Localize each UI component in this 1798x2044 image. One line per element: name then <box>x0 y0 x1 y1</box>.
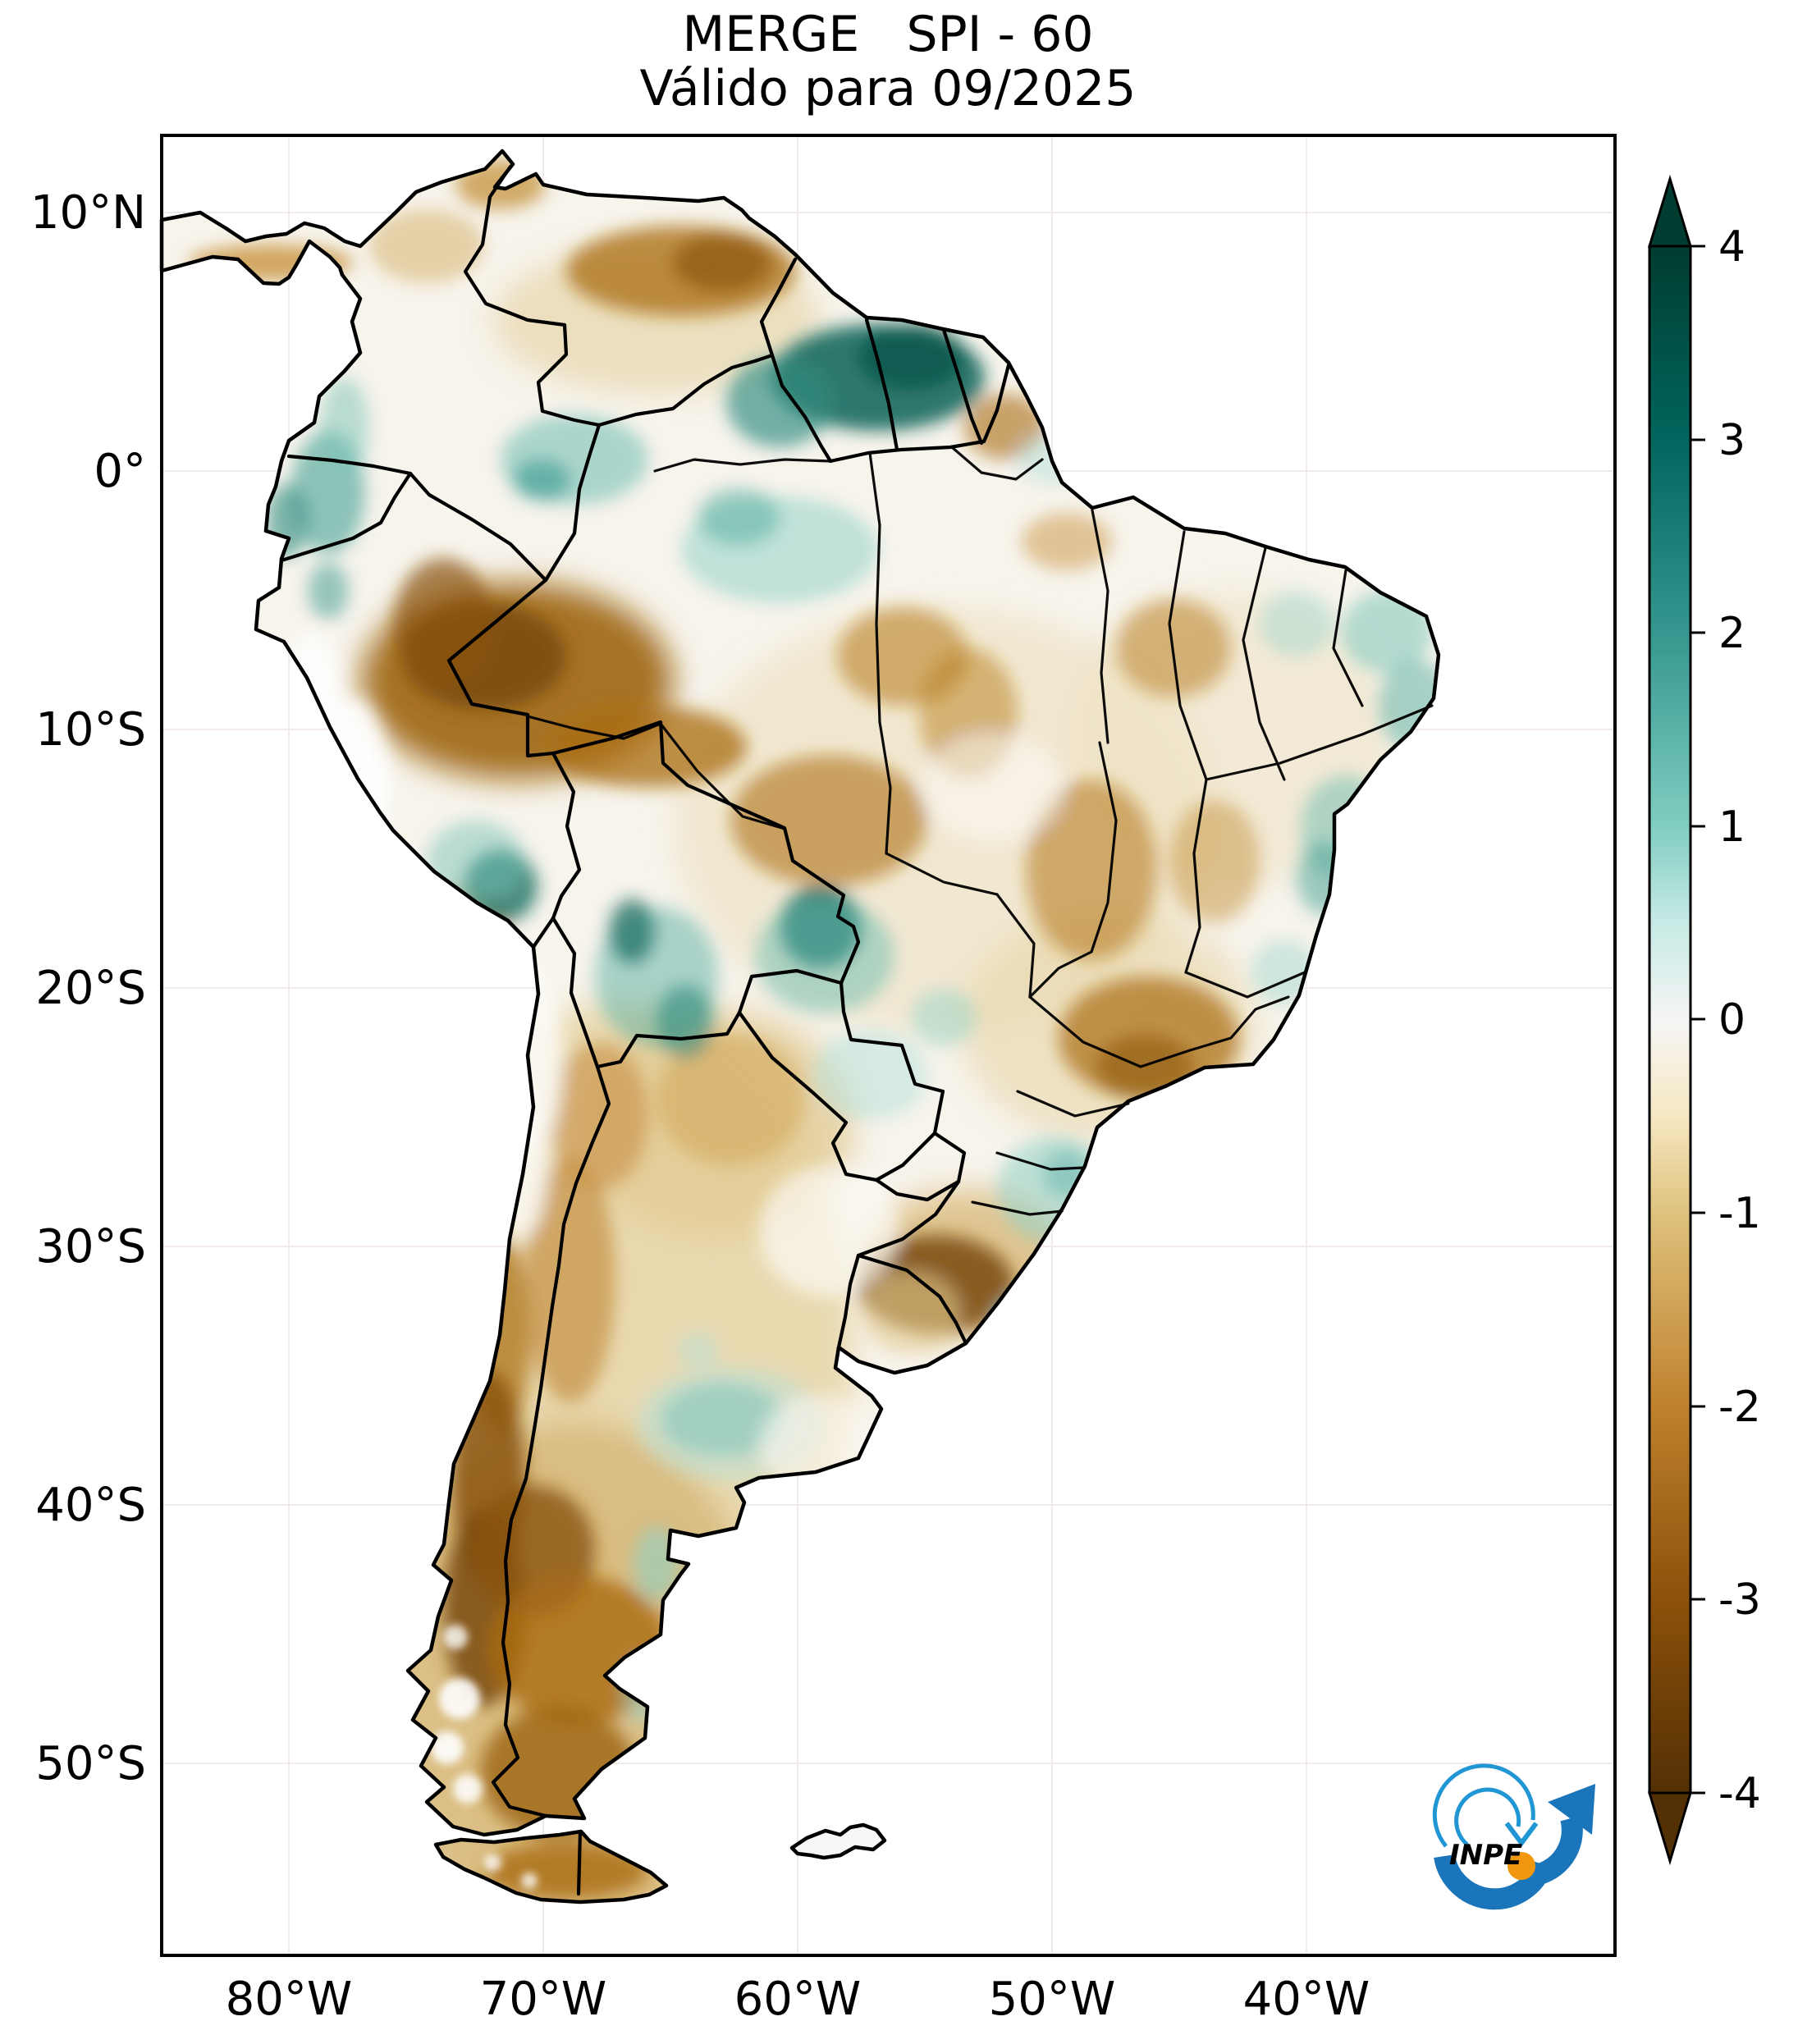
map-frame <box>160 134 1617 1957</box>
inpe-arrowhead-icon <box>1548 1784 1595 1835</box>
lon-tick-label: 70°W <box>480 1973 607 2026</box>
inpe-arrow-tail-icon <box>1535 1815 1583 1885</box>
colorbar-ticks <box>1690 245 1705 1795</box>
colorbar-tick-label: -2 <box>1718 1383 1761 1432</box>
colorbar-tick-label: 3 <box>1718 416 1745 465</box>
lon-tick-label: 50°W <box>989 1973 1116 2026</box>
colorbar: 4 3 2 1 0 -1 -2 -3 -4 <box>1647 174 1761 1866</box>
inpe-logo: INPE <box>1432 1763 1595 1910</box>
colorbar-tick-label: 2 <box>1718 609 1745 658</box>
colorbar-tick-label: 0 <box>1718 995 1745 1045</box>
country-borders <box>279 164 1011 1896</box>
colorbar-tick-label: -1 <box>1718 1189 1761 1238</box>
lat-tick-label: 50°S <box>35 1737 146 1790</box>
title-line1: MERGE SPI - 60 <box>682 6 1093 63</box>
brazil-state-borders <box>526 446 1434 1216</box>
colorbar-tick-label: 1 <box>1718 803 1745 852</box>
inpe-logo-text: INPE <box>1449 1839 1522 1872</box>
lon-tick-label: 60°W <box>734 1973 862 2026</box>
colorbar-tick-label: -3 <box>1718 1575 1761 1625</box>
figure-title: MERGE SPI - 60 Válido para 09/2025 <box>640 6 1137 117</box>
lon-tick-label: 80°W <box>226 1973 353 2026</box>
lat-tick-label: 20°S <box>35 962 146 1015</box>
inpe-swoosh-icon <box>1434 1854 1553 1910</box>
colorbar-tick-label: 4 <box>1718 222 1745 272</box>
colorbar-gradient <box>1648 245 1692 1795</box>
inpe-outer-swirl-icon <box>1432 1763 1535 1848</box>
map-panel: INPE <box>160 134 1617 1957</box>
lat-tick-label: 40°S <box>35 1479 146 1532</box>
latitude-axis: 10°N 0° 10°S 20°S 30°S 40°S 50°S <box>30 186 146 1790</box>
lat-tick-label: 0° <box>94 445 146 498</box>
colorbar-top-arrow-icon <box>1647 174 1693 248</box>
longitude-axis: 80°W 70°W 60°W 50°W 40°W <box>226 1973 1370 2026</box>
no-data-speckles <box>419 1625 538 1889</box>
lat-tick-label: 30°S <box>35 1220 146 1273</box>
inpe-inner-swirl-icon <box>1454 1787 1521 1846</box>
colorbar-tick-label: -4 <box>1718 1769 1761 1818</box>
inpe-swirl-arrowhead-icon <box>1504 1822 1539 1847</box>
lon-tick-label: 40°W <box>1243 1973 1370 2026</box>
lat-tick-label: 10°N <box>30 186 146 240</box>
inpe-orange-dot-icon <box>1507 1852 1535 1880</box>
colorbar-bottom-arrow-icon <box>1647 1791 1693 1866</box>
title-line2: Válido para 09/2025 <box>640 60 1137 117</box>
lat-tick-label: 10°S <box>35 703 146 757</box>
